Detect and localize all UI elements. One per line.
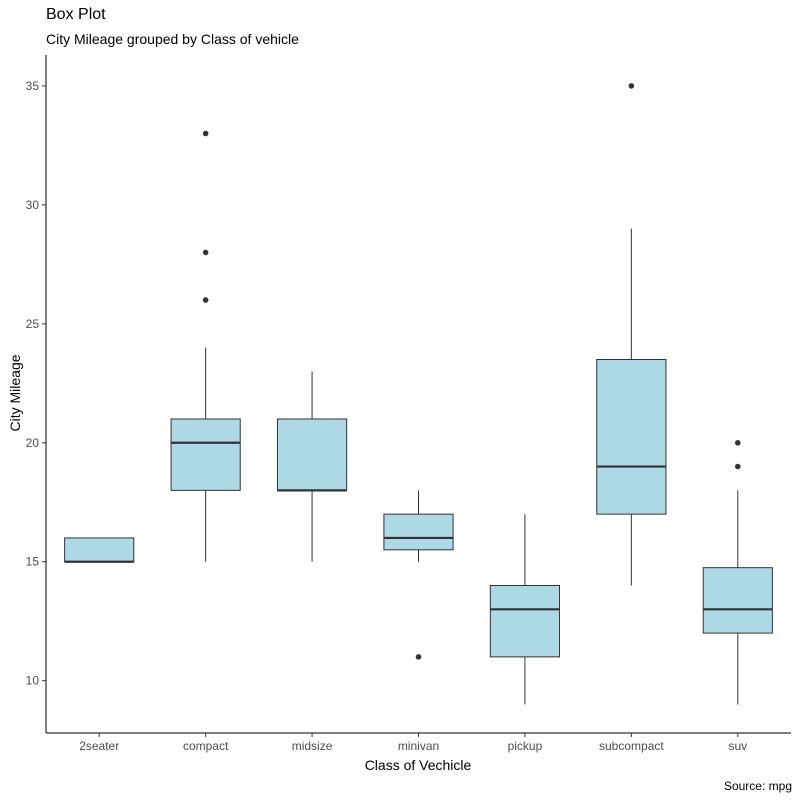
y-tick-label: 35 (26, 79, 40, 93)
x-tick-label: compact (183, 739, 229, 753)
iqr-box (170, 418, 241, 491)
iqr-box (702, 567, 773, 634)
outlier-point (628, 83, 635, 89)
chart-title: Box Plot (46, 6, 106, 23)
y-tick-label: 20 (26, 436, 40, 450)
iqr-box (276, 418, 348, 491)
x-tick-label: pickup (508, 739, 543, 753)
iqr-box (596, 359, 667, 515)
x-tick-label: 2seater (79, 739, 119, 753)
y-tick-label: 25 (26, 317, 40, 331)
box-series (64, 83, 773, 705)
outlier-point (202, 297, 209, 303)
x-tick-label: suv (728, 739, 747, 753)
outlier-point (734, 439, 741, 446)
x-tick-label: minivan (398, 739, 439, 753)
y-axis-title: City Mileage (7, 354, 23, 431)
box-pickup (489, 514, 561, 705)
chart-caption: Source: mpg (723, 779, 792, 793)
outlier-point (734, 463, 741, 470)
y-tick-label: 15 (26, 555, 40, 569)
outlier-point (202, 249, 209, 256)
chart-subtitle: City Mileage grouped by Class of vehicle (46, 31, 299, 47)
x-axis-title: Class of Vechicle (365, 757, 472, 773)
box-minivan (383, 490, 454, 660)
x-axis: 2seater compact midsize minivan pickup subcom… (46, 732, 791, 753)
box-compact (170, 130, 241, 562)
box-2seater (64, 537, 135, 563)
iqr-box (489, 585, 561, 658)
box-subcompact (596, 83, 667, 586)
iqr-box (64, 537, 135, 563)
y-tick-label: 10 (26, 674, 40, 688)
y-tick-label: 30 (26, 198, 40, 212)
x-tick-label: subcompact (599, 739, 664, 753)
iqr-box (383, 513, 454, 551)
y-axis: 10 15 20 25 30 35 (26, 55, 47, 733)
box-midsize (276, 371, 348, 562)
x-tick-label: midsize (292, 739, 333, 753)
outlier-point (202, 130, 209, 137)
box-suv (702, 439, 773, 705)
outlier-point (415, 654, 422, 660)
